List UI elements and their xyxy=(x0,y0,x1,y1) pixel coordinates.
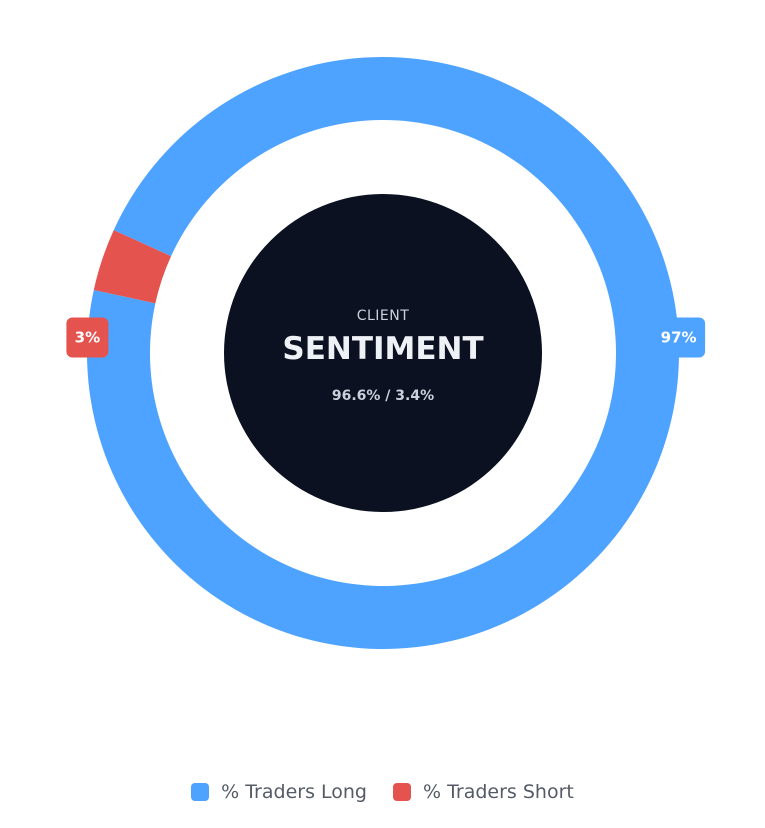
legend-label-long: % Traders Long xyxy=(221,781,367,803)
donut-slice-short[interactable] xyxy=(93,230,172,304)
slice-label-short: 3% xyxy=(66,317,109,358)
legend: % Traders Long % Traders Short xyxy=(0,781,765,803)
donut-slices xyxy=(86,57,680,650)
center-ratio: 96.6% / 3.4% xyxy=(332,388,434,404)
slice-label-long: 97% xyxy=(652,317,706,358)
legend-swatch-long xyxy=(191,783,210,801)
center-kicker: CLIENT xyxy=(357,308,410,324)
legend-item-traders-long[interactable]: % Traders Long xyxy=(191,781,367,803)
svg-text:97%: 97% xyxy=(661,329,697,347)
legend-item-traders-short[interactable]: % Traders Short xyxy=(392,781,574,803)
center-disc xyxy=(224,194,542,512)
slice-labels: 97% 3% xyxy=(66,317,706,358)
legend-swatch-short xyxy=(392,783,411,801)
center-headline: SENTIMENT xyxy=(282,331,483,367)
legend-label-short: % Traders Short xyxy=(422,781,574,803)
svg-text:3%: 3% xyxy=(75,329,100,347)
